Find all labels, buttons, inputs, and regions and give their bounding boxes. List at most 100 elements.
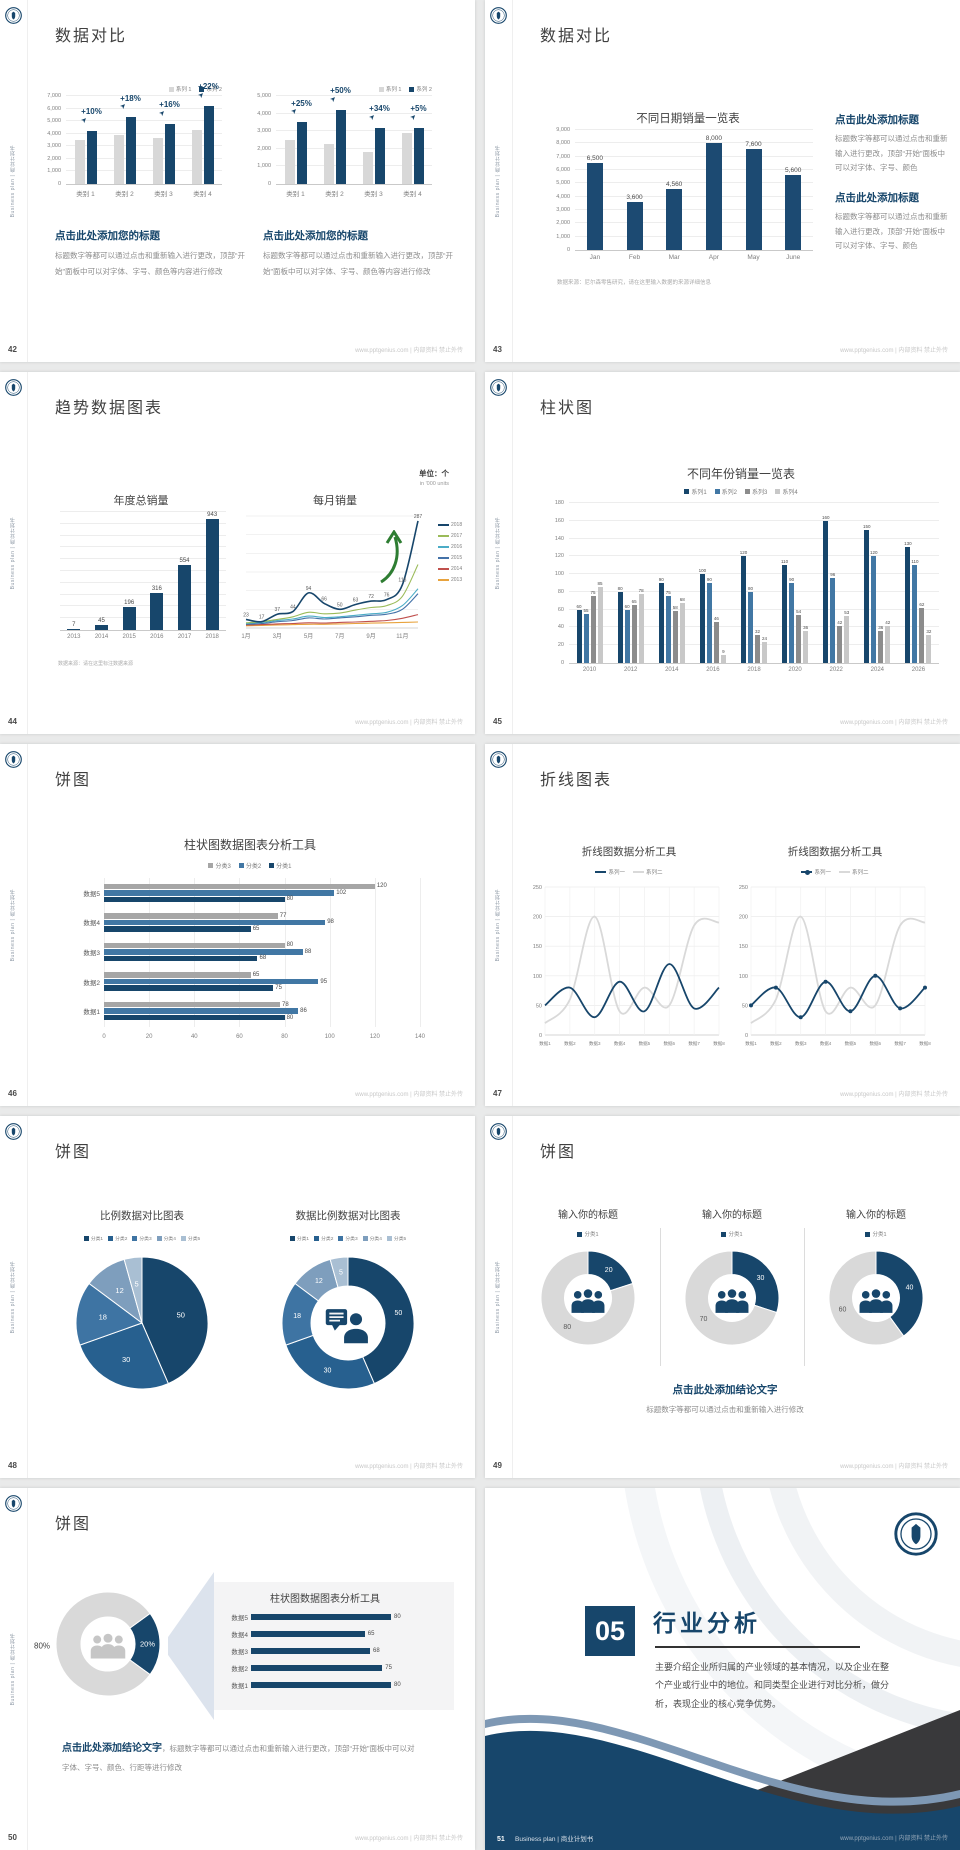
pie-slice — [55, 1591, 151, 1696]
up-arrow-icon: ➤ — [408, 112, 418, 122]
bar: 85 — [598, 581, 603, 663]
donut-chart: 40 60 — [827, 1249, 925, 1352]
slide-46[interactable]: Business plan | 商业计划书 46 饼图 柱状图数据图表分析工具 … — [0, 744, 475, 1106]
sidebar-vertical-text: Business plan | 商业计划书 — [10, 1260, 16, 1334]
svg-text:数据4: 数据4 — [614, 1040, 626, 1047]
chart-title: 输入你的标题 — [846, 1210, 906, 1221]
legend-swatch — [156, 1235, 162, 1241]
bar — [74, 140, 85, 184]
bar-value-label: 68 — [373, 1648, 380, 1654]
bar: 196 — [122, 600, 136, 630]
data-point-marker — [823, 979, 828, 984]
chart-title: 折线图数据分析工具 — [787, 846, 883, 858]
slide-47[interactable]: Business plan | 商业计划书 47 折线图表 折线图数据分析工具 … — [485, 744, 960, 1106]
sidebar-vertical-text: Business plan | 商业计划书 — [495, 516, 501, 590]
x-axis-tick-label: 类别 3 — [154, 191, 173, 198]
svg-text:数据2: 数据2 — [770, 1040, 782, 1047]
bar-value-label: 130 — [904, 541, 912, 547]
bar-group: 4,560 — [654, 130, 694, 250]
bar-value-label: 54 — [796, 609, 802, 614]
y-axis-tick-label: 5,000 — [257, 93, 271, 99]
pie-canvas: 20% — [55, 1591, 161, 1696]
gridline — [60, 617, 226, 619]
legend-label: 分类5 — [187, 1236, 201, 1242]
footer-url: www.pptgenius.com | 内部资料 禁止外传 — [840, 348, 948, 354]
data-point-marker — [898, 1006, 903, 1011]
point-value-label: 50 — [337, 602, 343, 608]
slice-value-label: 30 — [757, 1275, 765, 1282]
slide-44[interactable]: Business plan | 商业计划书 44 趋势数据图表 单位：个 in … — [0, 372, 475, 734]
legend-label: 分类2 — [321, 1236, 334, 1242]
bar-group: +50% ➤ — [315, 86, 354, 184]
up-arrow-icon: ➤ — [289, 107, 299, 117]
slide-45[interactable]: Business plan | 商业计划书 45 柱状图 不同年份销量一览表 系… — [485, 372, 960, 734]
bar: 68 — [251, 1647, 380, 1655]
legend-swatch — [269, 862, 275, 868]
bar-value-label: 78 — [638, 587, 644, 593]
slide-left-sidebar: Business plan | 商业计划书 45 — [485, 372, 513, 734]
up-arrow-icon: ➤ — [157, 108, 167, 118]
bar-value-label: 42 — [885, 619, 891, 625]
line-chart: 0 50 100 150 200 250 数据1 数据2 数据3 数据4 数据5 数据6 数据7 数据8 — [735, 879, 935, 1052]
x-axis-tick-label: 2014 — [665, 667, 679, 673]
bar-value-label: 62 — [919, 601, 925, 607]
bar-group: +16% ➤ — [144, 96, 183, 184]
legend-item: 分类5 — [180, 1235, 201, 1242]
slide-48[interactable]: Business plan | 商业计划书 48 饼图 比例数据对比图表 分类1… — [0, 1116, 475, 1478]
line-chart-canvas: 1月 3月 5月 7月 9月 11月 23 17 37 44 94 66 50 63 72 76 116 287 — [241, 514, 422, 640]
gridline — [276, 112, 432, 114]
slide-title: 柱状图 — [540, 400, 595, 417]
chart-title: 年度总销量 — [113, 495, 169, 507]
conclusion-text: 点击此处添加结论文字，标题数字等都可以通过点击和重新输入进行更改，顶部“开始”面… — [62, 1738, 418, 1777]
bar-group: 45 — [88, 512, 116, 630]
legend-item: 系列二 — [633, 868, 663, 876]
y-axis-tick-label: 0 — [57, 181, 61, 187]
slide-51[interactable]: 05 行业分析 主要介绍企业所归属的产业领域的基本情况，以及企业在整个产业或行业… — [485, 1488, 960, 1850]
bar-value-label: 100 — [698, 568, 707, 574]
y-axis-tick-label: 140 — [554, 535, 564, 542]
gridline — [575, 182, 813, 184]
bar: 90 — [659, 577, 664, 663]
point-value-label: 76 — [384, 593, 390, 599]
svg-text:250: 250 — [533, 885, 542, 891]
legend-swatch — [338, 1235, 344, 1241]
bar-value-label: 75 — [665, 590, 671, 596]
gridline — [569, 502, 939, 503]
sidebar-vertical-text: Business plan | 商业计划书 — [10, 1632, 16, 1706]
gridline — [569, 626, 939, 628]
pie-slice — [540, 1250, 636, 1346]
bar: 8,000 — [706, 135, 722, 250]
unit-sublabel: in '000 units — [419, 481, 449, 487]
bar: 62 — [919, 602, 924, 663]
x-axis-tick-label: 类别 2 — [325, 191, 344, 198]
bar-value-label: 98 — [327, 919, 334, 926]
x-axis-labels: 2010 2012 2014 2016 2018 2020 2022 2024 2026 — [569, 667, 939, 673]
section-number-box: 05 — [585, 1606, 635, 1656]
slide-42[interactable]: Business plan | 商业计划书 42 数据对比 系列 1 系列 2 0… — [0, 0, 475, 362]
line-chart: 1月 3月 5月 7月 9月 11月 23 17 37 44 94 66 50 63 72 76 116 287 — [240, 508, 432, 645]
funnel-connector-shape — [168, 1572, 214, 1720]
y-axis-category-label: 数据2 — [83, 979, 100, 987]
slide-43[interactable]: Business plan | 商业计划书 43 数据对比 不同日期销量一览表 … — [485, 0, 960, 362]
slide-49[interactable]: Business plan | 商业计划书 49 饼图 输入你的标题 分类1 2… — [485, 1116, 960, 1478]
legend-item: 分类3 — [132, 1235, 152, 1242]
slide-50[interactable]: Business plan | 商业计划书 50 饼图 20% 80% 柱状图数… — [0, 1488, 475, 1850]
data-point-marker — [848, 1009, 853, 1014]
donut-chart: 20 80 — [539, 1249, 637, 1352]
gridline — [60, 546, 226, 548]
bar: 75 — [666, 590, 671, 663]
bar-value-label: 943 — [207, 511, 218, 518]
legend-swatch — [438, 524, 449, 526]
bar-group: 数据1 78 86 80 — [83, 1002, 420, 1021]
bar: 58 — [673, 605, 678, 663]
slice-value-label: 30 — [324, 1368, 332, 1375]
bar-value-label: 80 — [617, 585, 623, 591]
legend-label: 2016 — [451, 544, 463, 550]
bar-group: 5,600 — [773, 130, 813, 250]
x-axis-tick-label: 2010 — [582, 667, 597, 673]
bar-value-label: 55 — [583, 608, 589, 614]
legend-swatch — [386, 1235, 392, 1241]
bar-value-label: 80 — [286, 942, 294, 949]
gridline — [66, 120, 222, 122]
line-series — [750, 974, 926, 1019]
